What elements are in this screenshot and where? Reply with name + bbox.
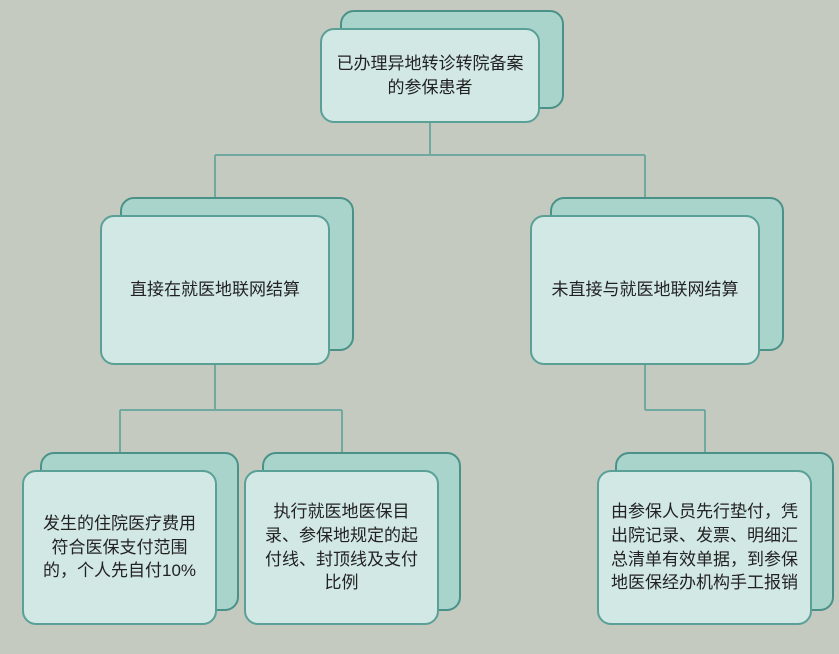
node-right-label: 未直接与就医地联网结算 [552,278,739,302]
node-leaf3-label: 由参保人员先行垫付，凭出院记录、发票、明细汇总清单有效单据，到参保地医保经办机构… [611,500,798,595]
node-left-label: 直接在就医地联网结算 [130,278,300,302]
node-root-label: 已办理异地转诊转院备案的参保患者 [334,52,526,100]
node-leaf2-label: 执行就医地医保目录、参保地规定的起付线、封顶线及支付比例 [258,500,425,595]
node-leaf1-label: 发生的住院医疗费用符合医保支付范围的，个人先自付10% [36,512,203,583]
